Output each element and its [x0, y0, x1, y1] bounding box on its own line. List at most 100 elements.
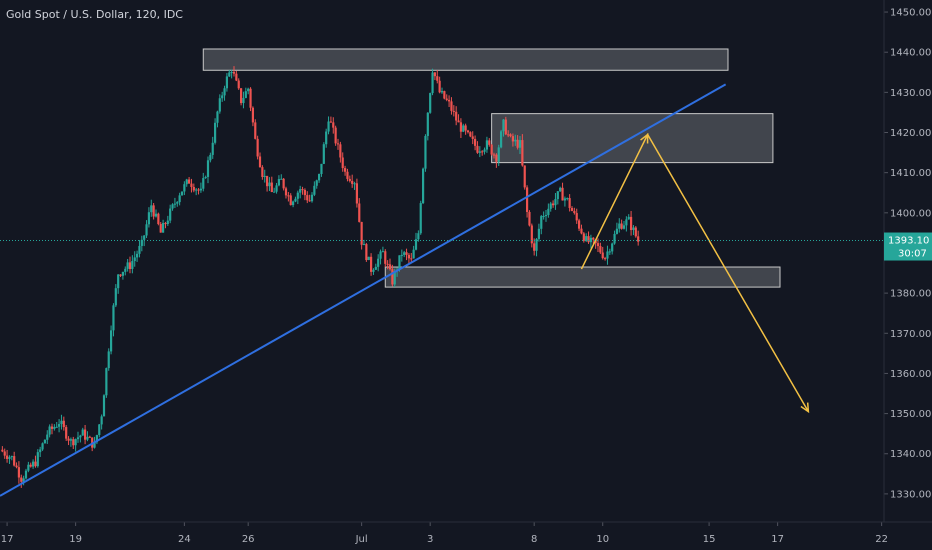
candle-down [629, 210, 633, 236]
candle-up [173, 197, 177, 209]
candle-down [575, 208, 578, 224]
candle-up [133, 251, 136, 267]
candle-up [611, 242, 614, 255]
candle-up [135, 250, 139, 262]
candle-down [455, 106, 458, 126]
candle-up [8, 455, 11, 464]
candle-down [436, 70, 439, 84]
candle-down [284, 186, 288, 199]
candle-down [282, 178, 285, 191]
candle-up [46, 430, 49, 444]
candle-up [618, 218, 621, 233]
candle-down [237, 78, 240, 90]
candle-down [523, 165, 526, 190]
candle-down [164, 221, 167, 229]
candle-down [391, 264, 394, 287]
candle-down [568, 194, 571, 212]
candle-up [57, 419, 61, 433]
candle-up [414, 232, 418, 251]
candle-up [202, 172, 205, 192]
y-tick-label: 1370.00 [890, 329, 931, 340]
candle-up [606, 245, 609, 265]
candle-up [86, 431, 89, 442]
candle-up [566, 197, 569, 201]
candle-up [313, 181, 316, 197]
candle-up [615, 222, 619, 235]
candle-down [452, 105, 455, 117]
candle-up [299, 185, 302, 199]
y-tick-label: 1330.00 [890, 489, 931, 500]
candle-up [169, 204, 172, 224]
candle-up [204, 175, 207, 179]
candle-down [582, 232, 585, 243]
candle-down [67, 436, 70, 446]
candle-up [627, 214, 630, 220]
candle-up [275, 182, 278, 194]
candle-down [443, 90, 446, 100]
candle-up [107, 348, 110, 371]
candle-up [310, 192, 314, 203]
candle-up [426, 112, 429, 141]
candle-up [138, 240, 141, 258]
candle-down [365, 242, 368, 262]
price-zone[interactable] [384, 266, 781, 288]
candle-up [412, 245, 415, 259]
candle-up [60, 414, 63, 430]
candle-up [221, 91, 224, 102]
candle-down [450, 97, 453, 115]
candle-down [334, 125, 337, 146]
candle-down [490, 144, 493, 156]
candle-down [152, 202, 155, 220]
time-axis[interactable]: 17 19 24 26 Jul 3 8 10 15 17 22 [1, 522, 888, 545]
candle-down [528, 210, 531, 227]
candle-up [199, 182, 203, 193]
candle-down [488, 138, 491, 147]
candle-up [322, 142, 325, 165]
candle-down [20, 474, 23, 488]
projection-arrowhead-up [640, 132, 649, 144]
candle-up [154, 209, 158, 218]
candle-up [211, 136, 214, 159]
chart-title: Gold Spot / U.S. Dollar, 120, IDC [6, 8, 183, 21]
last-price-indicator: 1393.10 30:07 [884, 232, 932, 261]
candle-up [537, 223, 541, 242]
candle-up [483, 147, 486, 155]
candle-up [554, 193, 557, 210]
candle-down [495, 153, 498, 168]
candle-up [367, 256, 370, 261]
candle-up [499, 129, 503, 149]
candle-down [509, 133, 512, 138]
candle-down [3, 448, 6, 459]
candle-down [303, 188, 307, 201]
candle-up [485, 136, 489, 153]
candle-down [521, 134, 524, 167]
candle-up [183, 181, 186, 196]
candle-up [209, 152, 212, 163]
candle-down [1, 446, 4, 453]
candle-down [190, 178, 193, 193]
candle-down [306, 191, 309, 204]
candle-down [516, 135, 519, 150]
candle-up [327, 116, 330, 135]
candle-up [377, 254, 380, 272]
last-price-value: 1393.10 [888, 236, 929, 247]
candle-down [251, 106, 255, 127]
price-zone[interactable] [202, 48, 729, 71]
candle-down [34, 455, 37, 468]
candle-up [178, 192, 181, 206]
candle-up [353, 181, 356, 190]
candle-down [258, 152, 262, 168]
candle-up [105, 367, 108, 398]
trendline[interactable] [0, 83, 727, 497]
candle-up [632, 225, 635, 236]
candle-up [291, 200, 295, 208]
candle-up [374, 263, 377, 270]
y-tick-label: 1430.00 [890, 88, 931, 99]
candle-down [551, 200, 555, 208]
candle-down [62, 416, 65, 431]
candle-down [592, 237, 595, 245]
candle-up [171, 203, 174, 211]
candle-down [232, 66, 236, 77]
candle-up [400, 249, 403, 262]
